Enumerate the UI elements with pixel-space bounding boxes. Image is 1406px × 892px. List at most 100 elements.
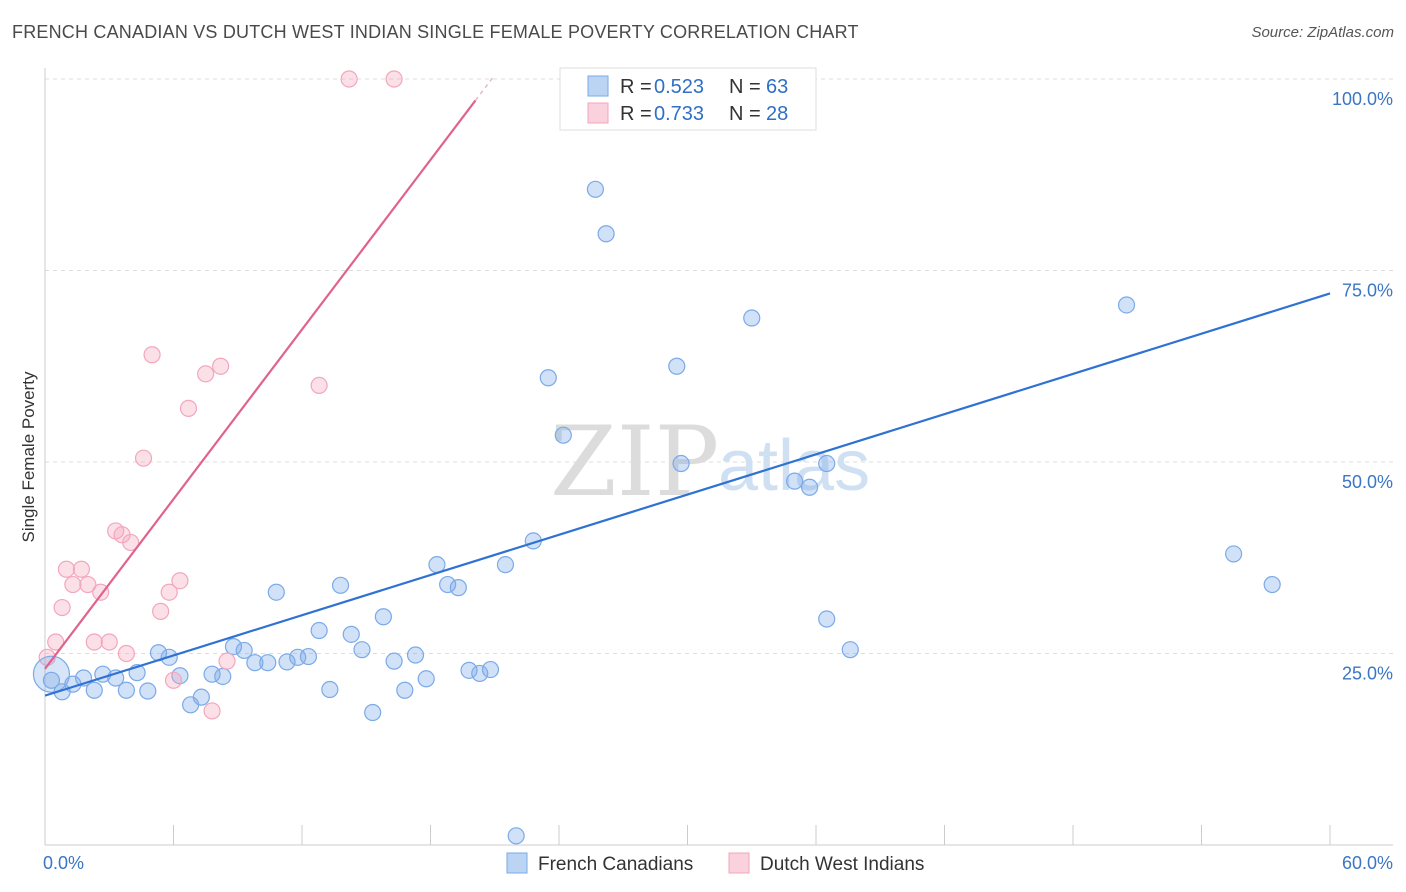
y-tick-label: 50.0% bbox=[1342, 472, 1393, 492]
point-french-canadians bbox=[374, 608, 392, 626]
watermark-atlas: atlas bbox=[718, 426, 870, 506]
point-dutch-west-indians bbox=[100, 633, 118, 651]
point-french-canadians bbox=[278, 653, 296, 671]
x-tick-labels: 0.0% 60.0% bbox=[43, 853, 1393, 873]
chart-title: FRENCH CANADIAN VS DUTCH WEST INDIAN SIN… bbox=[12, 22, 859, 42]
point-dutch-west-indians bbox=[143, 346, 161, 364]
point-dutch-west-indians bbox=[203, 702, 221, 720]
point-french-canadians bbox=[818, 610, 836, 628]
point-dutch-west-indians bbox=[310, 376, 328, 394]
point-dutch-west-indians bbox=[340, 70, 358, 88]
point-french-canadians bbox=[139, 682, 157, 700]
x-tick-label: 60.0% bbox=[1342, 853, 1393, 873]
point-french-canadians bbox=[192, 688, 210, 706]
watermark: ZIP atlas bbox=[550, 406, 870, 518]
watermark-zip: ZIP bbox=[550, 406, 719, 518]
point-french-canadians bbox=[342, 625, 360, 643]
bottom-legend-label: French Canadians bbox=[538, 854, 693, 875]
legend-n-value: 28 bbox=[766, 103, 788, 125]
legend-r-label: R = bbox=[620, 76, 652, 98]
legend-swatch bbox=[587, 102, 609, 124]
trend-lines bbox=[44, 77, 1331, 697]
legend-r-value: 0.523 bbox=[654, 76, 704, 98]
y-tick-label: 25.0% bbox=[1342, 664, 1393, 684]
point-french-canadians bbox=[203, 665, 221, 683]
point-french-canadians bbox=[496, 556, 515, 574]
point-french-canadians bbox=[449, 579, 467, 597]
point-french-canadians bbox=[1117, 296, 1136, 314]
point-dutch-west-indians bbox=[72, 560, 91, 578]
legend-n-label: N = bbox=[729, 76, 761, 98]
point-dutch-west-indians bbox=[64, 575, 82, 594]
point-french-canadians bbox=[85, 681, 103, 699]
legend-r-value: 0.733 bbox=[654, 103, 704, 125]
y-tick-label: 75.0% bbox=[1342, 281, 1393, 301]
point-french-canadians bbox=[800, 478, 819, 496]
point-french-canadians bbox=[321, 680, 339, 699]
point-french-canadians bbox=[1225, 545, 1243, 563]
point-french-canadians bbox=[471, 664, 489, 683]
legend-r-label: R = bbox=[620, 103, 652, 125]
point-french-canadians bbox=[117, 681, 135, 699]
point-french-canadians bbox=[507, 827, 525, 845]
chart-source: Source: ZipAtlas.com bbox=[1251, 24, 1394, 41]
point-dutch-west-indians bbox=[212, 357, 230, 375]
point-french-canadians bbox=[406, 646, 425, 664]
point-dutch-west-indians bbox=[385, 70, 403, 88]
trend-line-dutch-west-indians-ext bbox=[474, 77, 494, 101]
point-french-canadians bbox=[1263, 575, 1281, 594]
point-dutch-west-indians bbox=[117, 644, 135, 663]
point-french-canadians bbox=[310, 621, 328, 640]
point-french-canadians bbox=[597, 225, 615, 243]
point-french-canadians bbox=[668, 357, 686, 375]
axes bbox=[44, 68, 1393, 846]
trend-line-dutch-west-indians bbox=[44, 99, 477, 670]
y-axis-title: Single Female Poverty bbox=[19, 371, 38, 543]
point-dutch-west-indians bbox=[57, 560, 76, 578]
point-dutch-west-indians bbox=[134, 449, 153, 467]
point-dutch-west-indians bbox=[47, 633, 65, 651]
point-french-canadians bbox=[364, 703, 382, 722]
point-french-canadians bbox=[841, 641, 859, 659]
legend-n-value: 63 bbox=[766, 76, 788, 98]
point-dutch-west-indians bbox=[122, 533, 140, 552]
y-tick-labels: 25.0% 50.0% 75.0% 100.0% bbox=[1332, 89, 1393, 684]
legend-swatch bbox=[587, 75, 609, 97]
point-french-canadians bbox=[246, 654, 264, 672]
legend-n-label: N = bbox=[729, 103, 761, 125]
bottom-legend: French Canadians Dutch West Indians bbox=[506, 852, 924, 875]
legend: R = 0.523 N = 63 R = 0.733 N = 28 bbox=[559, 67, 817, 131]
bottom-legend-label: Dutch West Indians bbox=[760, 854, 924, 875]
point-french-canadians bbox=[353, 641, 371, 659]
point-french-canadians bbox=[331, 576, 350, 594]
point-french-canadians bbox=[554, 426, 572, 444]
point-french-canadians bbox=[385, 652, 403, 670]
point-french-canadians bbox=[259, 654, 277, 672]
point-french-canadians bbox=[42, 671, 61, 689]
point-french-canadians bbox=[214, 667, 232, 686]
point-french-canadians bbox=[460, 661, 478, 679]
point-french-canadians bbox=[417, 670, 435, 688]
point-french-canadians bbox=[32, 655, 71, 693]
point-french-canadians bbox=[743, 309, 761, 327]
grid-lines bbox=[45, 78, 1393, 654]
point-dutch-west-indians bbox=[197, 365, 215, 383]
point-french-canadians bbox=[785, 472, 804, 490]
trend-line-french-canadians bbox=[44, 292, 1331, 697]
point-dutch-west-indians bbox=[218, 652, 236, 670]
point-dutch-west-indians bbox=[164, 671, 183, 689]
x-tick-label: 0.0% bbox=[43, 853, 84, 873]
point-french-canadians bbox=[672, 454, 690, 473]
point-french-canadians bbox=[267, 583, 285, 601]
point-french-canadians bbox=[299, 647, 318, 666]
point-dutch-west-indians bbox=[171, 572, 189, 590]
point-dutch-west-indians bbox=[79, 575, 97, 594]
point-french-canadians bbox=[235, 641, 253, 660]
bottom-legend-swatch bbox=[728, 852, 750, 874]
bottom-legend-swatch bbox=[506, 852, 528, 874]
point-french-canadians bbox=[481, 660, 500, 679]
y-tick-label: 100.0% bbox=[1332, 89, 1393, 109]
point-dutch-west-indians bbox=[85, 633, 103, 651]
point-french-canadians bbox=[818, 454, 836, 473]
